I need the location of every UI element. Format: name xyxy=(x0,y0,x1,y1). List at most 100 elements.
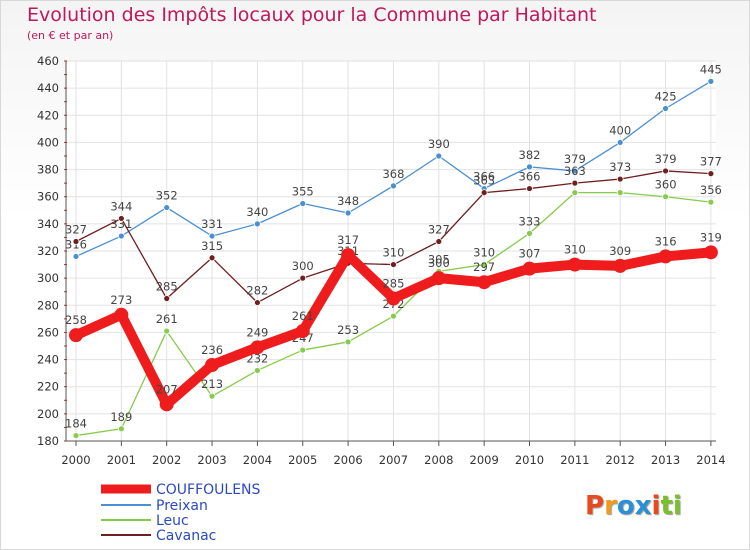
y-tick-label: 200 xyxy=(37,407,59,421)
data-label: 207 xyxy=(156,382,178,396)
data-point xyxy=(72,253,80,260)
y-tick-label: 360 xyxy=(37,190,59,204)
data-label: 285 xyxy=(382,277,404,291)
logo-letter: o xyxy=(616,491,635,521)
legend-item-cavanac: Cavanac xyxy=(101,528,216,544)
legend-item-leuc: Leuc xyxy=(101,513,189,529)
data-point xyxy=(117,425,125,433)
data-point xyxy=(522,261,537,276)
data-point xyxy=(208,232,216,240)
data-label: 319 xyxy=(700,230,722,244)
data-label: 400 xyxy=(609,123,631,137)
data-label: 390 xyxy=(428,137,450,151)
x-tick-label: 2013 xyxy=(651,453,680,467)
data-label: 232 xyxy=(246,351,268,365)
data-point xyxy=(616,189,624,197)
legend-item-couffoulens: COUFFOULENS xyxy=(101,482,261,498)
data-point xyxy=(163,204,171,211)
data-label: 300 xyxy=(292,259,314,273)
data-label: 352 xyxy=(156,189,178,203)
data-point xyxy=(299,274,307,282)
data-point xyxy=(295,324,310,339)
x-tick-label: 2008 xyxy=(424,453,453,467)
data-point xyxy=(299,200,307,207)
chart-title: Evolution des Impôts locaux pour la Comm… xyxy=(27,4,597,26)
data-point xyxy=(117,215,125,222)
data-label: 327 xyxy=(65,223,87,237)
data-point xyxy=(477,275,492,290)
chart-subtitle: (en € et par an) xyxy=(27,29,114,42)
data-point xyxy=(386,291,401,306)
data-point xyxy=(571,189,579,197)
data-label: 285 xyxy=(156,280,178,294)
data-label: 310 xyxy=(564,243,586,257)
data-label: 282 xyxy=(246,284,268,298)
data-point xyxy=(208,254,216,262)
data-label: 315 xyxy=(201,239,223,253)
data-point xyxy=(390,312,397,320)
data-label: 373 xyxy=(609,160,631,174)
data-point xyxy=(205,358,220,372)
data-label: 377 xyxy=(700,155,722,169)
x-tick-label: 2010 xyxy=(515,453,544,467)
data-label: 348 xyxy=(337,194,359,208)
data-label: 297 xyxy=(473,260,495,274)
data-point xyxy=(613,258,628,273)
data-label: 310 xyxy=(382,246,404,260)
y-tick-label: 420 xyxy=(37,108,59,122)
data-point xyxy=(344,209,352,217)
proxiti-logo: Proxiti xyxy=(585,491,682,521)
data-label: 317 xyxy=(337,233,359,247)
y-tick-label: 400 xyxy=(37,135,59,149)
data-point xyxy=(571,179,579,187)
x-tick-label: 2006 xyxy=(333,453,362,467)
data-point xyxy=(253,367,261,374)
data-point xyxy=(69,328,83,343)
data-label: 379 xyxy=(655,152,677,166)
data-point xyxy=(431,271,446,286)
data-point xyxy=(526,229,533,237)
data-label: 261 xyxy=(292,309,314,323)
data-label: 261 xyxy=(156,312,178,326)
data-label: 366 xyxy=(473,170,495,184)
data-point xyxy=(163,327,171,335)
data-point xyxy=(658,249,673,264)
data-label: 273 xyxy=(110,293,132,307)
data-label: 445 xyxy=(700,62,722,76)
x-tick-label: 2007 xyxy=(379,453,408,467)
data-label: 356 xyxy=(700,183,722,197)
x-tick-label: 2001 xyxy=(107,453,136,467)
data-label: 382 xyxy=(519,148,541,162)
logo-letter: i xyxy=(651,491,661,521)
data-point xyxy=(571,167,579,175)
data-point xyxy=(72,238,80,245)
data-label: 236 xyxy=(201,343,223,357)
data-label: 249 xyxy=(246,325,268,339)
data-label: 307 xyxy=(519,247,541,261)
data-label: 363 xyxy=(473,174,495,188)
data-point xyxy=(480,189,488,197)
data-point xyxy=(208,392,216,400)
y-tick-label: 180 xyxy=(37,434,59,448)
data-point xyxy=(616,175,624,183)
data-point xyxy=(707,198,715,206)
data-point xyxy=(299,346,307,354)
x-tick-label: 2000 xyxy=(61,453,90,467)
data-point xyxy=(159,397,174,412)
data-point xyxy=(390,261,397,268)
data-point xyxy=(662,105,669,112)
data-label: 379 xyxy=(564,152,586,166)
x-tick-label: 2009 xyxy=(470,453,499,467)
data-label: 366 xyxy=(519,170,541,184)
data-point xyxy=(253,299,261,306)
data-label: 258 xyxy=(65,313,87,327)
y-tick-label: 320 xyxy=(37,244,59,258)
data-point xyxy=(707,170,715,178)
data-label: 309 xyxy=(609,244,631,258)
y-tick-label: 260 xyxy=(37,325,59,339)
data-label: 213 xyxy=(201,377,223,391)
data-label: 344 xyxy=(110,199,132,213)
data-label: 316 xyxy=(655,234,677,248)
data-point xyxy=(253,220,261,228)
data-label: 360 xyxy=(655,178,677,192)
